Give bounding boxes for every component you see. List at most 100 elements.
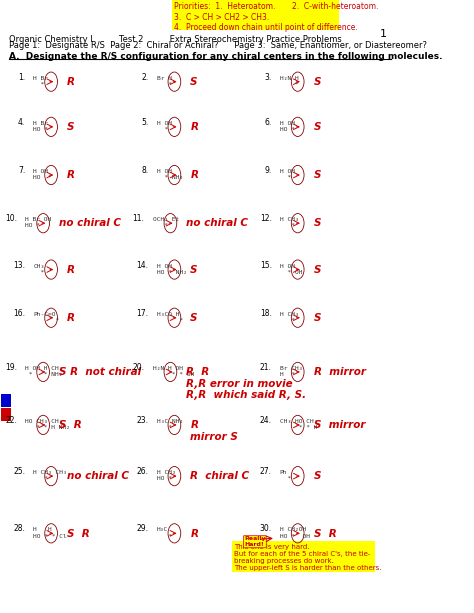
- Text: H OH
HO  *: H OH HO *: [33, 169, 52, 180]
- Text: S: S: [190, 265, 198, 275]
- Text: 25.: 25.: [13, 467, 25, 476]
- Text: R  R
R,R error in movie
R,R  which said R, S.: R R R,R error in movie R,R which said R,…: [186, 367, 307, 400]
- Text: R: R: [67, 170, 75, 180]
- Text: R: R: [67, 77, 75, 87]
- Text: S: S: [314, 313, 321, 323]
- Text: 1.: 1.: [18, 73, 25, 82]
- Text: S: S: [190, 313, 198, 323]
- Text: 24.: 24.: [260, 416, 272, 425]
- Text: S: S: [314, 170, 321, 180]
- Text: Br H
   *: Br H *: [156, 75, 172, 87]
- Text: Priorities:  1.  Heteroatom.       2.  C-with-heteroatom.
3.  C > CH > CH2 > CH3: Priorities: 1. Heteroatom. 2. C-with-het…: [174, 2, 379, 32]
- Text: Page 1:  Designate R/S  Page 2:  Chiral or Achiral?      Page 3:  Same, Enantiom: Page 1: Designate R/S Page 2: Chiral or …: [9, 40, 428, 50]
- Text: 7.: 7.: [18, 166, 25, 175]
- Text: 19.: 19.: [5, 363, 17, 372]
- Text: 2.: 2.: [141, 73, 148, 82]
- Text: S  R: S R: [59, 420, 82, 430]
- Text: H Br
HO *: H Br HO *: [33, 121, 48, 132]
- FancyBboxPatch shape: [1, 394, 11, 407]
- Text: Ph
  *: Ph *: [280, 470, 291, 481]
- Text: 15.: 15.: [260, 261, 272, 270]
- Text: R: R: [190, 170, 198, 180]
- Text: Ph-C=O
      *: Ph-C=O *: [33, 312, 59, 323]
- Text: 11.: 11.: [133, 214, 145, 223]
- Text: R: R: [190, 528, 198, 538]
- Text: S  R: S R: [67, 528, 90, 538]
- Text: S: S: [67, 122, 74, 132]
- Text: H₂N H
    *: H₂N H *: [280, 75, 299, 87]
- Text: CH₃
  *: CH₃ *: [33, 264, 45, 275]
- Text: no chiral C: no chiral C: [67, 471, 129, 481]
- Text: 5.: 5.: [141, 118, 148, 127]
- Text: S: S: [314, 265, 321, 275]
- Text: H OH H CH₃
 *   * NH₂: H OH H CH₃ * * NH₂: [25, 366, 63, 377]
- Text: H OH
  *: H OH *: [280, 169, 295, 180]
- Text: S  mirror: S mirror: [314, 420, 365, 430]
- Text: H OH
HO *: H OH HO *: [280, 121, 295, 132]
- Text: 4.: 4.: [18, 118, 25, 127]
- Text: 14.: 14.: [137, 261, 148, 270]
- Text: 26.: 26.: [137, 467, 148, 476]
- Text: 16.: 16.: [13, 309, 25, 318]
- Text: H₃C NH₂
   *: H₃C NH₂ *: [156, 419, 183, 430]
- Text: H OH
HO * NH₂: H OH HO * NH₂: [156, 264, 186, 275]
- Text: H₃C
   *: H₃C *: [156, 527, 172, 538]
- Text: H Br
  *: H Br *: [33, 75, 48, 87]
- Text: H CH₃ CH₃
   *: H CH₃ CH₃ *: [33, 470, 67, 481]
- Text: 13.: 13.: [13, 261, 25, 270]
- Text: H CH₃
   *: H CH₃ *: [280, 217, 299, 229]
- Text: 20.: 20.: [133, 363, 145, 372]
- Text: CH₃ HO CH₃
     * * H: CH₃ HO CH₃ * * H: [280, 419, 317, 430]
- Text: 9.: 9.: [264, 166, 272, 175]
- Text: H CH₂OH
HO *  OH: H CH₂OH HO * OH: [280, 527, 310, 538]
- Text: 17.: 17.: [137, 309, 148, 318]
- Text: S: S: [314, 218, 321, 229]
- Text: S R  not chiral: S R not chiral: [59, 367, 141, 377]
- Text: H CH₃
HO *: H CH₃ HO *: [156, 470, 175, 481]
- Text: Br CH₃
H  *: Br CH₃ H *: [280, 366, 302, 377]
- Text: H OH
  * NH₂: H OH * NH₂: [156, 169, 183, 180]
- Text: 10.: 10.: [5, 214, 17, 223]
- Text: R: R: [67, 313, 75, 323]
- Text: 8.: 8.: [141, 166, 148, 175]
- Text: 3.: 3.: [264, 73, 272, 82]
- Text: R  chiral C: R chiral C: [190, 471, 249, 481]
- Text: 23.: 23.: [137, 416, 148, 425]
- Text: no chiral C: no chiral C: [186, 218, 248, 229]
- Text: R  mirror: R mirror: [314, 367, 365, 377]
- Text: no chiral C: no chiral C: [59, 218, 121, 229]
- Text: R
mirror S: R mirror S: [190, 420, 238, 442]
- Text: 6.: 6.: [264, 118, 272, 127]
- Text: H CH₃
   *: H CH₃ *: [280, 312, 299, 323]
- Text: HO CH₃ CH₃
   * * H NH₂: HO CH₃ CH₃ * * H NH₂: [25, 419, 70, 430]
- Text: H₃CO H
      *: H₃CO H *: [156, 312, 183, 323]
- Text: Really
Hard!: Really Hard!: [244, 536, 265, 547]
- Text: 1: 1: [380, 29, 387, 39]
- Text: OCH₃ Et
   *: OCH₃ Et *: [153, 217, 179, 229]
- Text: H OH
  * OH: H OH * OH: [280, 264, 302, 275]
- Text: H   H
HO * * Cl: H H HO * * Cl: [33, 527, 67, 538]
- Text: This one is very hard.
But for each of the 5 chiral C's, the tie-
breaking proce: This one is very hard. But for each of t…: [234, 544, 382, 571]
- Text: S: S: [314, 471, 321, 481]
- FancyBboxPatch shape: [232, 541, 375, 573]
- Text: S: S: [190, 77, 198, 87]
- Text: 27.: 27.: [260, 467, 272, 476]
- Text: 22.: 22.: [5, 416, 17, 425]
- FancyBboxPatch shape: [173, 0, 339, 31]
- Text: R: R: [67, 265, 75, 275]
- Text: H Br OH
HO *: H Br OH HO *: [25, 217, 52, 229]
- Text: R: R: [190, 122, 198, 132]
- Text: S  R: S R: [314, 528, 337, 538]
- Text: 28.: 28.: [13, 524, 25, 533]
- Text: H₂N H OH
     * * OH: H₂N H OH * * OH: [153, 366, 194, 377]
- Text: S: S: [314, 77, 321, 87]
- Text: S: S: [314, 122, 321, 132]
- Text: 29.: 29.: [137, 524, 148, 533]
- Text: 30.: 30.: [260, 524, 272, 533]
- Text: 21.: 21.: [260, 363, 272, 372]
- Text: A.  Designate the R/S configuration for any chiral centers in the following mole: A. Designate the R/S configuration for a…: [9, 51, 443, 61]
- Text: Organic Chemistry I          Test 2          Extra Stereochemistry Practice Prob: Organic Chemistry I Test 2 Extra Stereoc…: [9, 35, 342, 44]
- FancyBboxPatch shape: [1, 408, 11, 421]
- Text: H OH
  *: H OH *: [156, 121, 172, 132]
- Text: 12.: 12.: [260, 214, 272, 223]
